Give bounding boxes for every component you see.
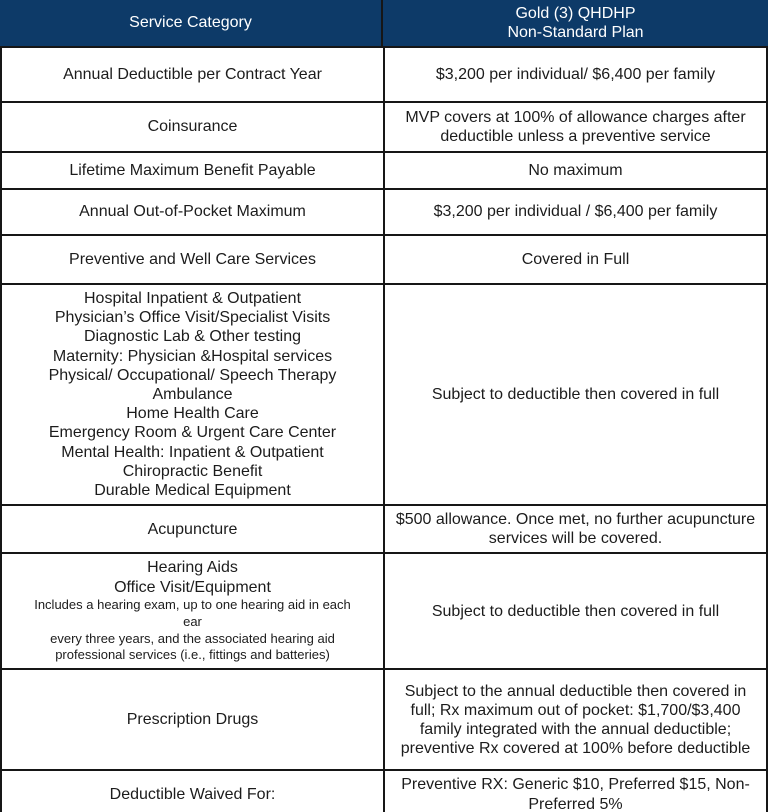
table-row-prescription-drugs: Prescription Drugs Subject to the annual… bbox=[2, 668, 766, 770]
service-category-cell: Annual Out-of-Pocket Maximum bbox=[2, 190, 385, 234]
table-row-acupuncture: Acupuncture $500 allowance. Once met, no… bbox=[2, 504, 766, 553]
service-category-text: Hearing Aids Office Visit/Equipment bbox=[114, 559, 271, 596]
service-category-text: Acupuncture bbox=[147, 520, 238, 538]
table-row-preventive-care: Preventive and Well Care Services Covere… bbox=[2, 234, 766, 283]
service-category-cell: Hospital Inpatient & Outpatient Physicia… bbox=[2, 285, 385, 505]
plan-value-cell: $500 allowance. Once met, no further acu… bbox=[385, 506, 766, 552]
service-category-text: Prescription Drugs bbox=[126, 711, 259, 729]
service-category-cell: Prescription Drugs bbox=[2, 670, 385, 770]
plan-value-cell: No maximum bbox=[385, 153, 766, 188]
service-category-text: Annual Out-of-Pocket Maximum bbox=[79, 203, 306, 221]
table-row-lifetime-maximum: Lifetime Maximum Benefit Payable No maxi… bbox=[2, 151, 766, 188]
table-row-hearing-aids: Hearing Aids Office Visit/Equipment Incl… bbox=[2, 552, 766, 669]
service-category-text: Deductible Waived For: bbox=[109, 785, 276, 803]
plan-value-text: Subject to the annual deductible then co… bbox=[400, 682, 751, 758]
service-category-note: Includes a hearing exam, up to one heari… bbox=[34, 596, 351, 663]
plan-value-cell: Subject to deductible then covered in fu… bbox=[385, 285, 766, 504]
table-row-annual-deductible: Annual Deductible per Contract Year $3,2… bbox=[2, 46, 766, 101]
plan-value-text: Covered in Full bbox=[521, 250, 630, 268]
table-row-coinsurance: Coinsurance MVP covers at 100% of allowa… bbox=[2, 101, 766, 151]
service-category-cell: Preventive and Well Care Services bbox=[2, 236, 385, 283]
service-category-text: Annual Deductible per Contract Year bbox=[63, 65, 322, 83]
service-category-text: Lifetime Maximum Benefit Payable bbox=[69, 161, 316, 179]
plan-value-cell: Preventive RX: Generic $10, Preferred $1… bbox=[385, 771, 766, 812]
plan-value-text: $3,200 per individual/ $6,400 per family bbox=[435, 65, 716, 83]
service-category-cell: Annual Deductible per Contract Year bbox=[2, 48, 385, 101]
plan-value-text: $3,200 per individual / $6,400 per famil… bbox=[433, 203, 718, 221]
plan-value-cell: MVP covers at 100% of allowance charges … bbox=[385, 103, 766, 151]
service-category-cell: Lifetime Maximum Benefit Payable bbox=[2, 153, 385, 188]
plan-value-cell: Covered in Full bbox=[385, 236, 766, 283]
plan-value-text: Subject to deductible then covered in fu… bbox=[431, 602, 720, 620]
table-row-deductible-waived: Deductible Waived For: Preventive RX: Ge… bbox=[2, 769, 766, 812]
header-plan-name: Gold (3) QHDHP Non-Standard Plan bbox=[383, 0, 768, 46]
service-category-cell: Hearing Aids Office Visit/Equipment Incl… bbox=[2, 554, 385, 669]
table-row-out-of-pocket-maximum: Annual Out-of-Pocket Maximum $3,200 per … bbox=[2, 188, 766, 234]
plan-value-cell: Subject to the annual deductible then co… bbox=[385, 670, 766, 769]
header-service-category-label: Service Category bbox=[129, 14, 252, 32]
table-body: Annual Deductible per Contract Year $3,2… bbox=[0, 46, 768, 812]
plan-value-text: $500 allowance. Once met, no further acu… bbox=[395, 511, 756, 548]
service-category-text: Coinsurance bbox=[147, 118, 238, 136]
table-row-medical-services-group: Hospital Inpatient & Outpatient Physicia… bbox=[2, 283, 766, 505]
service-category-text: Hospital Inpatient & Outpatient Physicia… bbox=[48, 290, 337, 499]
service-category-cell: Deductible Waived For: bbox=[2, 771, 385, 812]
header-plan-name-label: Gold (3) QHDHP Non-Standard Plan bbox=[507, 4, 644, 41]
plan-value-text: No maximum bbox=[528, 161, 623, 179]
plan-value-cell: Subject to deductible then covered in fu… bbox=[385, 554, 766, 668]
plan-value-cell: $3,200 per individual/ $6,400 per family bbox=[385, 48, 766, 101]
table-header-row: Service Category Gold (3) QHDHP Non-Stan… bbox=[0, 0, 768, 46]
plan-value-cell: $3,200 per individual / $6,400 per famil… bbox=[385, 190, 766, 234]
plan-value-text: Subject to deductible then covered in fu… bbox=[431, 385, 720, 403]
plan-value-text: MVP covers at 100% of allowance charges … bbox=[405, 108, 746, 145]
service-category-text: Preventive and Well Care Services bbox=[69, 250, 316, 268]
plan-value-text: Preventive RX: Generic $10, Preferred $1… bbox=[401, 776, 750, 812]
service-category-cell: Acupuncture bbox=[2, 506, 385, 553]
header-service-category: Service Category bbox=[0, 0, 383, 46]
service-category-cell: Coinsurance bbox=[2, 103, 385, 151]
